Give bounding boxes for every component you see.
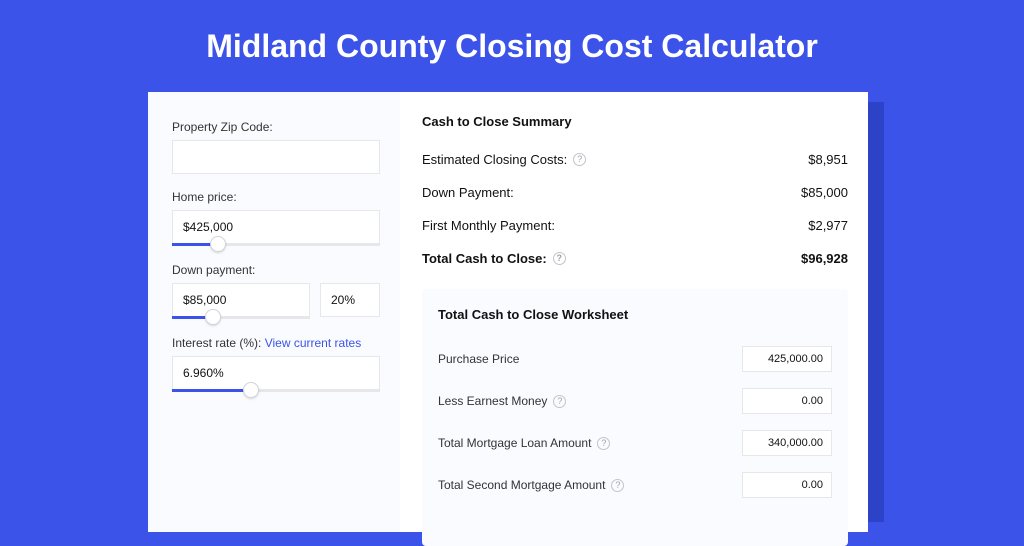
worksheet-row-label: Total Mortgage Loan Amount? (438, 436, 610, 450)
worksheet-row-label-text: Total Second Mortgage Amount (438, 478, 605, 492)
worksheet-row-label-text: Total Mortgage Loan Amount (438, 436, 591, 450)
summary-row-value: $85,000 (801, 185, 848, 200)
zip-input[interactable] (172, 140, 380, 174)
help-icon[interactable]: ? (573, 153, 586, 166)
summary-row-value: $2,977 (808, 218, 848, 233)
interest-rate-label-text: Interest rate (%): (172, 336, 261, 350)
worksheet-row: Purchase Price (438, 338, 832, 380)
summary-row-value: $8,951 (808, 152, 848, 167)
worksheet-row-label: Purchase Price (438, 352, 519, 366)
summary-row: First Monthly Payment: $2,977 (422, 209, 848, 242)
home-price-label: Home price: (172, 190, 380, 204)
worksheet-row-label: Total Second Mortgage Amount? (438, 478, 624, 492)
slider-thumb[interactable] (210, 236, 226, 252)
inputs-panel: Property Zip Code: Home price: Down paym… (148, 92, 400, 532)
summary-list: Estimated Closing Costs:? $8,951 Down Paym… (422, 143, 848, 275)
worksheet-row-label: Less Earnest Money? (438, 394, 566, 408)
summary-row: Estimated Closing Costs:? $8,951 (422, 143, 848, 176)
worksheet-value-input[interactable] (742, 472, 832, 498)
page-title: Midland County Closing Cost Calculator (0, 0, 1024, 87)
worksheet-row: Total Second Mortgage Amount? (438, 464, 832, 506)
down-payment-field: Down payment: (172, 263, 380, 320)
summary-row-label: Estimated Closing Costs:? (422, 152, 586, 167)
home-price-input[interactable] (172, 210, 380, 244)
summary-title: Cash to Close Summary (422, 114, 848, 129)
worksheet-row-label-text: Purchase Price (438, 352, 519, 366)
worksheet-row: Less Earnest Money? (438, 380, 832, 422)
worksheet-row: Total Mortgage Loan Amount? (438, 422, 832, 464)
interest-rate-label: Interest rate (%): View current rates (172, 336, 380, 350)
down-payment-pct-input[interactable] (320, 283, 380, 317)
slider-fill (172, 389, 251, 392)
slider-thumb[interactable] (243, 382, 259, 398)
help-icon[interactable]: ? (611, 479, 624, 492)
help-icon[interactable]: ? (553, 395, 566, 408)
interest-rate-slider[interactable] (172, 389, 380, 393)
worksheet-value-input[interactable] (742, 388, 832, 414)
summary-row-value: $96,928 (801, 251, 848, 266)
summary-row-label-text: Estimated Closing Costs: (422, 152, 567, 167)
summary-row-label-text: First Monthly Payment: (422, 218, 555, 233)
summary-row-label-text: Total Cash to Close: (422, 251, 547, 266)
results-panel: Cash to Close Summary Estimated Closing … (400, 92, 868, 532)
interest-rate-input[interactable] (172, 356, 380, 390)
worksheet-list: Purchase PriceLess Earnest Money?Total M… (438, 338, 832, 506)
summary-row: Down Payment: $85,000 (422, 176, 848, 209)
worksheet-value-input[interactable] (742, 430, 832, 456)
help-icon[interactable]: ? (553, 252, 566, 265)
home-price-slider[interactable] (172, 243, 380, 247)
summary-row-label-text: Down Payment: (422, 185, 514, 200)
worksheet-panel: Total Cash to Close Worksheet Purchase P… (422, 289, 848, 546)
calculator-card: Property Zip Code: Home price: Down paym… (148, 92, 868, 532)
help-icon[interactable]: ? (597, 437, 610, 450)
down-payment-label: Down payment: (172, 263, 380, 277)
down-payment-input[interactable] (172, 283, 310, 317)
view-rates-link[interactable]: View current rates (265, 336, 362, 350)
zip-label: Property Zip Code: (172, 120, 380, 134)
worksheet-value-input[interactable] (742, 346, 832, 372)
down-payment-slider[interactable] (172, 316, 310, 320)
summary-row-label: First Monthly Payment: (422, 218, 555, 233)
zip-field: Property Zip Code: (172, 120, 380, 174)
summary-row: Total Cash to Close:? $96,928 (422, 242, 848, 275)
summary-row-label: Down Payment: (422, 185, 514, 200)
home-price-field: Home price: (172, 190, 380, 247)
worksheet-title: Total Cash to Close Worksheet (438, 307, 832, 322)
worksheet-row-label-text: Less Earnest Money (438, 394, 547, 408)
slider-thumb[interactable] (205, 309, 221, 325)
interest-rate-field: Interest rate (%): View current rates (172, 336, 380, 393)
summary-row-label: Total Cash to Close:? (422, 251, 566, 266)
